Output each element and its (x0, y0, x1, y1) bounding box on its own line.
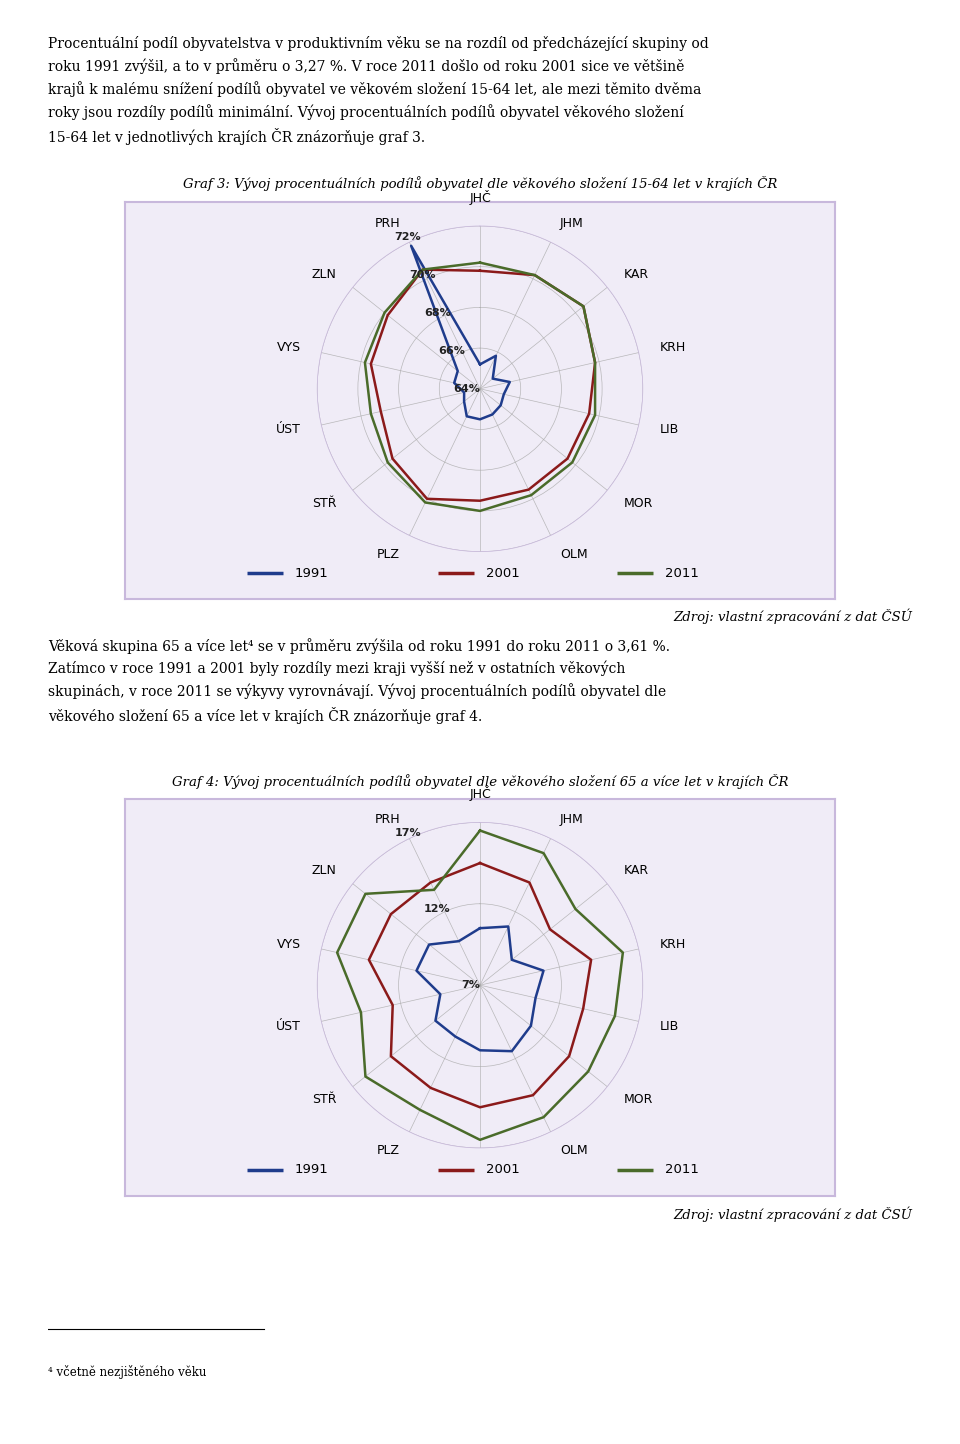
Text: 1991: 1991 (295, 567, 328, 580)
Text: PAR: PAR (468, 573, 492, 586)
Text: ÚST: ÚST (276, 1019, 300, 1032)
Text: 17%: 17% (395, 829, 421, 839)
Text: ⁴ včetně nezjištěného věku: ⁴ včetně nezjištěného věku (48, 1365, 206, 1379)
Text: 2001: 2001 (486, 1164, 519, 1177)
Text: 12%: 12% (424, 904, 450, 914)
Text: KAR: KAR (624, 267, 649, 280)
Text: VYS: VYS (276, 341, 300, 354)
Text: Zdroj: vlastní zpracování z dat ČSÚ: Zdroj: vlastní zpracování z dat ČSÚ (673, 1207, 912, 1222)
Text: JHM: JHM (560, 813, 584, 826)
Text: LIB: LIB (660, 1019, 679, 1032)
Text: 68%: 68% (424, 308, 450, 318)
Text: KAR: KAR (624, 864, 649, 877)
Text: PRH: PRH (374, 217, 400, 230)
Text: 2011: 2011 (665, 567, 699, 580)
Text: KRH: KRH (660, 341, 685, 354)
Text: 66%: 66% (439, 345, 466, 355)
Text: Graf 3: Vývoj procentuálních podílů obyvatel dle věkového složení 15-64 let v kr: Graf 3: Vývoj procentuálních podílů obyv… (182, 176, 778, 191)
Text: 70%: 70% (410, 270, 436, 280)
Text: JHČ: JHČ (469, 786, 491, 801)
Text: PLZ: PLZ (377, 1145, 400, 1158)
Text: 64%: 64% (453, 384, 480, 394)
Text: ZLN: ZLN (311, 864, 336, 877)
Text: 2001: 2001 (486, 567, 519, 580)
Text: MOR: MOR (624, 497, 653, 510)
Text: 72%: 72% (395, 232, 421, 243)
Text: Procentuální podíl obyvatelstva v produktivním věku se na rozdíl od předcházejíc: Procentuální podíl obyvatelstva v produk… (48, 36, 708, 144)
Text: Zdroj: vlastní zpracování z dat ČSÚ: Zdroj: vlastní zpracování z dat ČSÚ (673, 609, 912, 624)
Text: 7%: 7% (461, 980, 480, 991)
Text: PRH: PRH (374, 813, 400, 826)
Text: STŘ: STŘ (312, 1093, 336, 1106)
Text: 1991: 1991 (295, 1164, 328, 1177)
Text: OLM: OLM (560, 1145, 588, 1158)
Text: JHM: JHM (560, 217, 584, 230)
Text: ZLN: ZLN (311, 267, 336, 280)
Text: STŘ: STŘ (312, 497, 336, 510)
Text: Graf 4: Vývoj procentuálních podílů obyvatel dle věkového složení 65 a více let : Graf 4: Vývoj procentuálních podílů obyv… (172, 774, 788, 788)
Text: PLZ: PLZ (377, 549, 400, 562)
Text: Věková skupina 65 a více let⁴ se v průměru zvýšila od roku 1991 do roku 2011 o 3: Věková skupina 65 a více let⁴ se v průmě… (48, 638, 670, 723)
Text: ÚST: ÚST (276, 423, 300, 436)
Text: KRH: KRH (660, 937, 685, 950)
Text: OLM: OLM (560, 549, 588, 562)
Text: VYS: VYS (276, 937, 300, 950)
Text: 2011: 2011 (665, 1164, 699, 1177)
Text: MOR: MOR (624, 1093, 653, 1106)
Text: JHČ: JHČ (469, 189, 491, 205)
Text: LIB: LIB (660, 423, 679, 436)
Text: PAR: PAR (468, 1170, 492, 1183)
